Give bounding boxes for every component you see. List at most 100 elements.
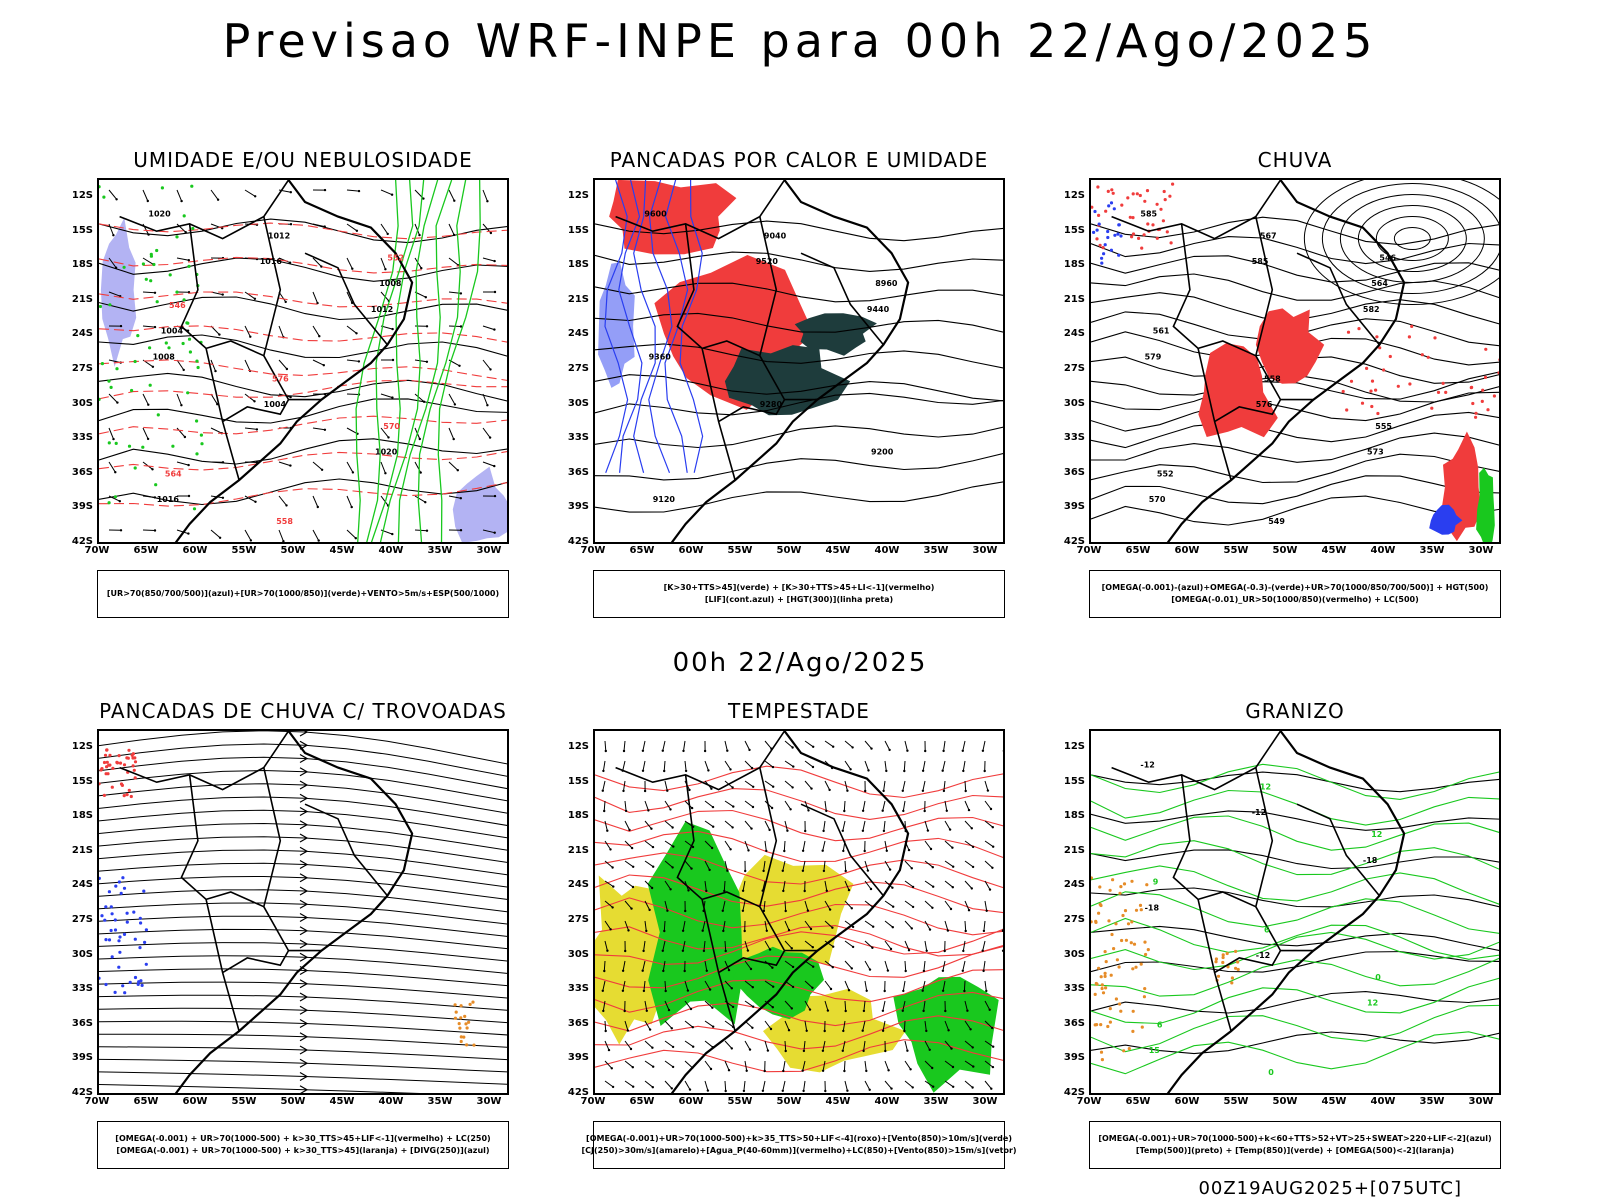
lat-tick-label: 39S [1063,1052,1085,1064]
lon-tick-label: 50W [1272,1096,1298,1107]
lat-tick-label: 12S [567,190,589,201]
lat-tick-label: 36S [71,1017,93,1029]
map-svg [99,731,507,1093]
legend-line: [UR>70(850/700/500)](azul)+[UR>70(1000/8… [106,589,500,598]
lat-tick-label: 33S [1063,432,1085,444]
lon-tick-label: 45W [1321,1096,1347,1107]
contour-label: 1016 [157,495,180,504]
lon-tick-label: 45W [329,545,355,556]
legend-box: [OMEGA(-0.001)+UR>70(1000-500)+k<60+TTS>… [1089,1121,1501,1169]
lat-tick-label: 12S [567,741,589,752]
lat-tick-label: 18S [71,810,93,822]
lat-tick-label: 27S [567,363,589,374]
lat-tick-label: 42S [71,1087,93,1098]
contour-label: 1020 [375,448,398,457]
contour-label: 12 [1371,830,1382,839]
map-svg: 585 585 582 579 576 573 570 567 564 561 558 555 552 5… [1091,180,1499,542]
lon-tick-label: 40W [874,1096,900,1107]
lon-tick-label: 55W [231,1096,257,1107]
contour-label: 0 [1268,1068,1274,1077]
contour-label: 0 [1375,973,1381,982]
lat-tick-label: 12S [71,190,93,201]
lon-tick-label: 55W [1223,1096,1249,1107]
lat-tick-label: 18S [567,259,589,271]
contour-label: 546 [169,301,186,310]
lon-tick-label: 50W [776,545,802,556]
lon-tick-label: 70W [84,1096,110,1107]
contour-label: 15 [1149,1046,1161,1055]
lat-tick-label: 30S [71,948,93,960]
map-svg: 1020 1016 1012 1008 1004 1020 1016 1012 1008 1004… [99,180,507,542]
contour-label: 549 [1268,517,1285,526]
contour-label: 1008 [379,279,402,288]
contour-label: 1020 [148,210,171,219]
model-run-label: 00Z19AUG2025+[075UTC] [1198,1178,1462,1199]
lat-tick-label: 39S [71,501,93,513]
lon-tick-label: 55W [727,545,753,556]
lat-tick-label: 36S [567,466,589,478]
contour-label: 9280 [760,400,783,409]
contour-label: 9600 [644,210,667,219]
lon-tick-label: 30W [1468,545,1494,556]
panel-title: PANCADAS DE CHUVA C/ TROVOADAS [99,699,507,723]
legend-line: [CJ(250)>30m/s](amarelo)+[Agua_P(40-60mm… [581,1146,1017,1155]
legend-line: [OMEGA(-0.001) + UR>70(1000-500) + k>30_… [115,1134,491,1143]
lon-tick-label: 70W [1076,1096,1102,1107]
lon-tick-label: 50W [776,1096,802,1107]
contour-label: 561 [1153,327,1170,336]
contour-label: 567 [1260,232,1277,241]
contour-label: 1012 [268,232,290,241]
legend-line: [OMEGA(-0.001) + UR>70(1000-500) + k>30_… [116,1146,490,1155]
lon-tick-label: 60W [678,545,704,556]
lon-tick-label: 30W [1468,1096,1494,1107]
lon-tick-label: 30W [476,545,502,556]
lat-tick-label: 30S [1063,397,1085,409]
lat-tick-label: 30S [71,397,93,409]
lat-tick-label: 24S [567,879,589,891]
lat-tick-label: 18S [1063,259,1085,271]
lon-tick-label: 30W [972,545,998,556]
lat-tick-label: 33S [567,432,589,444]
lon-tick-label: 60W [1174,545,1200,556]
lat-tick-label: 36S [1063,466,1085,478]
lat-tick-label: 33S [567,983,589,995]
lat-tick-label: 24S [1063,879,1085,891]
contour-label: 585 [1140,210,1157,219]
lon-tick-label: 50W [280,1096,306,1107]
contour-label: 1004 [264,400,287,409]
map-svg: 9600 9520 9440 9360 9280 9200 9120 9040 8960 [595,180,1003,542]
contour-label: 585 [1252,257,1269,266]
map-svg [595,731,1003,1093]
lon-tick-label: 35W [1419,545,1445,556]
contour-label: 6 [1157,1021,1163,1030]
lon-tick-label: 65W [1125,1096,1151,1107]
lat-tick-label: 42S [1063,536,1085,547]
contour-label: 582 [1363,305,1380,314]
lat-tick-label: 36S [71,466,93,478]
lon-tick-label: 40W [874,545,900,556]
lon-tick-label: 35W [923,545,949,556]
lat-tick-label: 33S [71,983,93,995]
lat-tick-label: 24S [71,328,93,340]
contour-label: 1016 [260,257,283,266]
contour-label: 6 [1264,925,1270,934]
lat-tick-label: 36S [567,1017,589,1029]
lat-tick-label: 27S [71,363,93,374]
lat-tick-label: 30S [567,397,589,409]
lon-tick-label: 60W [1174,1096,1200,1107]
lat-tick-label: 21S [1063,293,1085,305]
legend-line: [OMEGA(-0.001)+UR>70(1000-500)+k<60+TTS>… [1098,1134,1492,1143]
contour-label: 570 [383,422,400,431]
lat-tick-label: 18S [1063,810,1085,822]
lon-tick-label: 60W [182,1096,208,1107]
contour-label: -12 [1140,761,1154,770]
legend-box: [UR>70(850/700/500)](azul)+[UR>70(1000/8… [97,570,509,618]
lon-tick-label: 45W [329,1096,355,1107]
legend-line: [OMEGA(-0.001)+UR>70(1000-500)+k>35_TTS>… [586,1134,1012,1143]
panel-title: CHUVA [1257,148,1333,172]
lat-tick-label: 15S [71,224,93,236]
contour-label: 12 [1260,783,1271,792]
lon-tick-label: 45W [825,1096,851,1107]
contour-label: 9440 [867,305,890,314]
lon-tick-label: 55W [231,545,257,556]
